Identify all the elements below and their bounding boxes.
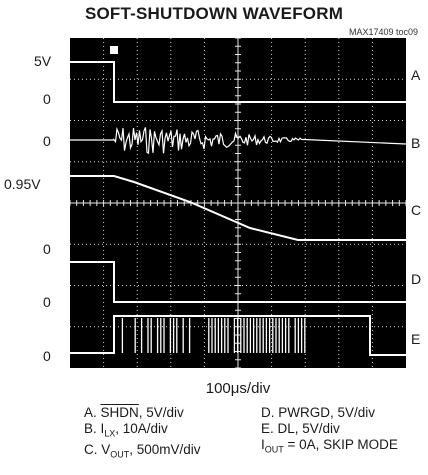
label-e-ref: 0: [43, 294, 51, 310]
trace-c: [70, 175, 406, 241]
legend-left: A. SHDN, 5V/div B. ILX, 10A/div C. VOUT,…: [84, 405, 201, 462]
trigger-marker: [110, 46, 118, 54]
legend-item-a: A. SHDN, 5V/div: [84, 405, 184, 420]
legend-item-d: D. PWRGD, 5V/div: [261, 405, 376, 420]
label-d-zero: 0: [43, 241, 51, 257]
channel-label-c: C: [411, 202, 422, 218]
trace-a: [70, 61, 406, 103]
channel-label-e: E: [411, 331, 421, 347]
legend-item-conditions: IOUT = 0A, SKIP MODE: [261, 437, 398, 455]
grid: [70, 38, 406, 368]
label-b-zero: 0: [43, 133, 51, 149]
label-a-zero: 0: [43, 91, 51, 107]
label-e-zero: 0: [43, 348, 51, 364]
legend-right: D. PWRGD, 5V/div E. DL, 5V/div IOUT = 0A…: [261, 405, 398, 458]
trace-b: [70, 126, 406, 155]
chart-title: SOFT-SHUTDOWN WAVEFORM: [84, 4, 344, 23]
trace-d: [70, 261, 406, 303]
channel-label-a: A: [411, 67, 421, 83]
trace-e-envelope: [70, 315, 406, 356]
traces: [70, 46, 406, 356]
label-a-high: 5V: [34, 53, 52, 69]
legend-item-b: B. ILX, 10A/div: [84, 421, 168, 439]
channel-label-d: D: [411, 271, 422, 287]
legend-item-c: C. VOUT, 500mV/div: [84, 441, 201, 460]
channel-label-b: B: [411, 135, 421, 151]
waveform-plot: [70, 38, 406, 368]
label-c-offset: 0.95V: [4, 176, 41, 192]
figure-reference: MAX17409 toc09: [348, 27, 418, 37]
x-axis-label: 100μs/div: [205, 380, 271, 397]
oscilloscope-screen: [70, 38, 406, 368]
legend-item-e: E. DL, 5V/div: [261, 421, 340, 436]
trace-e-pulses: [121, 318, 306, 353]
